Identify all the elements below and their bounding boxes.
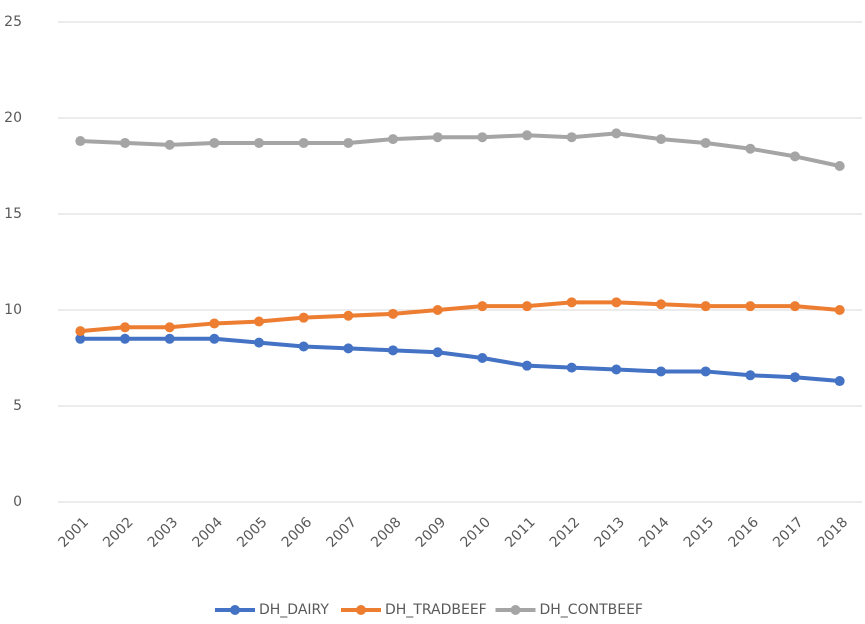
point (566, 297, 577, 308)
point (388, 345, 398, 356)
point (656, 299, 666, 310)
point (164, 139, 175, 150)
x-tick-label: 2015 (681, 514, 718, 551)
x-tick-label: 2009 (413, 514, 450, 551)
y-tick-label: 20 (4, 110, 22, 126)
point (75, 136, 86, 147)
x-tick-label: 2006 (279, 514, 316, 551)
point (745, 143, 756, 154)
x-tick-label: 2004 (189, 514, 226, 551)
point (700, 366, 711, 377)
x-tick-label: 2011 (502, 514, 539, 551)
x-tick-label: 2003 (145, 514, 182, 551)
legend-entry: DH_CONTBEEF (495, 602, 643, 618)
point (298, 341, 309, 352)
y-tick-label: 5 (13, 398, 22, 414)
point (120, 333, 130, 344)
point (611, 364, 622, 375)
x-tick-label: 2010 (457, 514, 494, 551)
point (254, 316, 264, 327)
point (164, 333, 175, 344)
point (254, 337, 264, 348)
point (790, 151, 800, 162)
legend-marker (230, 605, 240, 615)
point (343, 137, 354, 148)
point (611, 128, 622, 139)
point (745, 301, 756, 312)
point (566, 132, 577, 143)
point (298, 137, 309, 148)
x-tick-label: 2014 (636, 514, 673, 551)
legend-entry: DH_DAIRY (215, 602, 329, 618)
point (209, 318, 220, 329)
y-tick-label: 0 (13, 494, 22, 510)
point (790, 301, 800, 312)
legend-label: DH_DAIRY (259, 602, 329, 618)
x-tick-label: 2008 (368, 514, 405, 551)
point (120, 137, 130, 148)
point (522, 360, 532, 371)
x-tick-label: 2005 (234, 514, 271, 551)
point (611, 297, 622, 308)
point (522, 301, 532, 312)
point (432, 132, 443, 143)
point (75, 326, 86, 337)
point (566, 362, 577, 373)
x-tick-label: 2013 (591, 514, 628, 551)
point (477, 301, 488, 312)
x-tick-label: 2017 (770, 514, 807, 551)
point (343, 310, 354, 321)
x-tick-label: 2001 (55, 514, 92, 551)
point (834, 305, 845, 315)
series-line (80, 336, 840, 384)
legend-marker (356, 605, 366, 615)
point (164, 322, 175, 333)
point (343, 343, 354, 354)
series-line (80, 300, 840, 334)
x-tick-label: 2016 (725, 514, 762, 551)
point (834, 376, 845, 387)
legend-label: DH_CONTBEEF (540, 602, 643, 618)
y-tick-label: 10 (4, 302, 22, 318)
point (656, 366, 666, 377)
legend-marker (510, 605, 521, 615)
legend-entry: DH_TRADBEEF (341, 602, 487, 618)
x-tick-label: 2002 (100, 514, 137, 551)
point (790, 372, 800, 383)
point (298, 312, 309, 323)
y-tick-label: 25 (4, 14, 22, 30)
series-line (80, 131, 841, 168)
point (834, 161, 845, 171)
point (700, 301, 711, 312)
point (120, 322, 130, 333)
point (700, 137, 711, 148)
point (432, 347, 443, 358)
legend-label: DH_TRADBEEF (385, 602, 487, 618)
point (477, 353, 488, 363)
point (254, 137, 264, 148)
point (432, 305, 443, 315)
point (388, 308, 398, 319)
y-tick-label: 15 (4, 206, 22, 222)
point (209, 137, 220, 148)
x-tick-label: 2018 (815, 514, 852, 551)
x-tick-label: 2007 (323, 514, 360, 551)
point (477, 132, 488, 143)
point (388, 134, 398, 145)
point (522, 130, 532, 141)
point (75, 333, 86, 344)
point (656, 134, 666, 145)
point (745, 370, 756, 381)
point (209, 333, 220, 344)
x-tick-label: 2012 (547, 514, 584, 551)
